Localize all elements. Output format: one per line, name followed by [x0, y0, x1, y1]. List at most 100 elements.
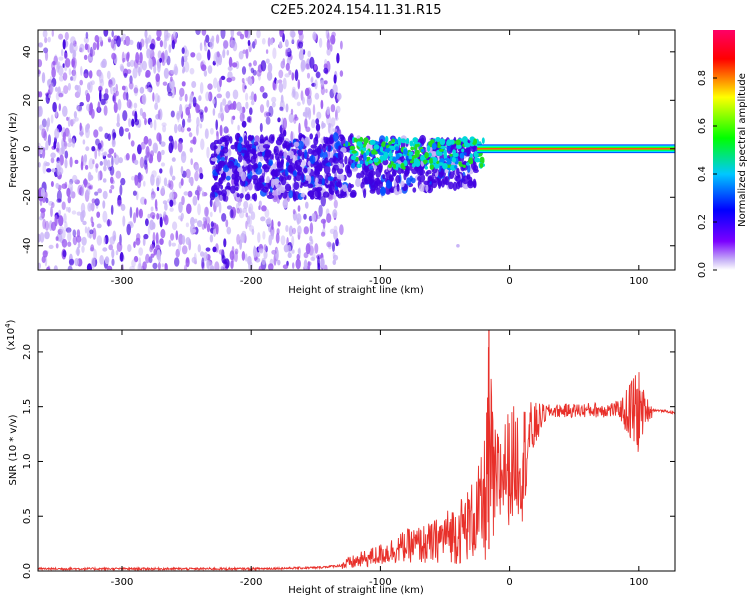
noise-blob — [102, 200, 106, 209]
noise-blob — [69, 186, 73, 199]
noise-blob — [203, 251, 208, 262]
noise-blob — [58, 92, 64, 98]
band-blob — [317, 148, 322, 154]
strong-blob — [345, 140, 349, 148]
noise-blob — [249, 107, 253, 115]
noise-blob — [191, 256, 197, 264]
band-blob — [275, 184, 282, 189]
noise-blob — [162, 200, 168, 205]
noise-blob — [256, 252, 261, 258]
noise-blob — [169, 165, 173, 177]
band-blob — [265, 150, 272, 158]
noise-blob — [136, 65, 140, 73]
noise-blob — [215, 224, 219, 235]
band-blob — [332, 132, 339, 142]
noise-blob — [52, 101, 57, 113]
noise-blob — [320, 86, 325, 96]
noise-blob — [325, 88, 328, 94]
noise-blob — [331, 36, 336, 45]
noise-blob — [339, 224, 344, 236]
noise-blob — [154, 93, 160, 104]
noise-blob — [212, 246, 217, 253]
noise-blob — [220, 265, 224, 270]
noise-blob — [227, 66, 233, 71]
noise-blob — [328, 123, 332, 128]
noise-blob — [163, 177, 168, 187]
noise-blob — [40, 145, 44, 154]
noise-blob — [44, 50, 49, 61]
noise-blob — [50, 206, 53, 218]
noise-blob — [98, 36, 103, 43]
strong-blob — [386, 148, 391, 152]
strong-blob — [351, 162, 356, 169]
noise-blob — [40, 212, 43, 219]
noise-blob — [69, 156, 73, 168]
noise-blob — [323, 67, 329, 74]
noise-blob — [45, 197, 49, 204]
band-blob — [336, 167, 344, 175]
noise-blob — [296, 213, 302, 225]
noise-blob — [456, 243, 460, 248]
noise-blob — [285, 103, 289, 113]
band-blob — [247, 135, 253, 141]
y-tick-label: 40 — [22, 45, 33, 58]
band-blob — [255, 167, 263, 175]
x-tick-label: -200 — [240, 276, 263, 287]
band-blob — [410, 177, 416, 184]
noise-blob — [297, 79, 301, 90]
noise-blob — [55, 147, 60, 152]
band-blob — [368, 165, 374, 170]
noise-blob — [139, 156, 145, 169]
noise-blob — [297, 41, 304, 49]
noise-blob — [297, 248, 301, 255]
noise-blob — [166, 32, 171, 38]
noise-blob — [44, 231, 50, 240]
noise-blob — [51, 30, 54, 37]
noise-blob — [145, 253, 150, 264]
noise-blob — [135, 207, 139, 218]
colorbar-gradient — [713, 30, 735, 270]
strong-blob — [464, 140, 468, 148]
noise-blob — [241, 66, 247, 75]
strong-blob — [429, 164, 434, 170]
noise-blob — [277, 259, 281, 266]
noise-blob — [181, 56, 185, 68]
noise-blob — [264, 208, 270, 218]
noise-blob — [157, 262, 161, 270]
band-blob — [356, 172, 362, 180]
band-blob — [253, 141, 259, 146]
noise-blob — [226, 49, 230, 56]
noise-blob — [102, 210, 108, 223]
noise-blob — [197, 190, 200, 201]
band-blob — [283, 150, 288, 159]
noise-blob — [111, 128, 116, 141]
band-blob — [321, 177, 325, 186]
noise-blob — [167, 91, 173, 97]
noise-blob — [169, 207, 174, 212]
noise-blob — [120, 65, 125, 72]
noise-blob — [67, 231, 72, 242]
noise-blob — [304, 118, 308, 129]
x-tick-label: -100 — [369, 276, 392, 287]
noise-blob — [122, 91, 127, 101]
noise-blob — [242, 81, 246, 93]
noise-blob — [128, 118, 132, 128]
noise-blob — [185, 237, 191, 245]
noise-blob — [309, 56, 315, 69]
noise-blob — [296, 101, 301, 107]
noise-blob — [222, 98, 227, 106]
noise-blob — [88, 158, 94, 170]
noise-blob — [161, 149, 165, 156]
band-blob — [266, 176, 270, 184]
noise-blob — [219, 124, 223, 137]
noise-blob — [177, 243, 182, 253]
noise-blob — [288, 69, 292, 75]
noise-blob — [248, 62, 252, 67]
noise-blob — [73, 43, 78, 52]
strong-blob — [382, 154, 388, 161]
strong-blob — [439, 148, 444, 152]
noise-blob — [139, 52, 143, 64]
noise-blob — [292, 262, 295, 269]
noise-blob — [107, 218, 110, 227]
noise-blob — [39, 124, 44, 131]
